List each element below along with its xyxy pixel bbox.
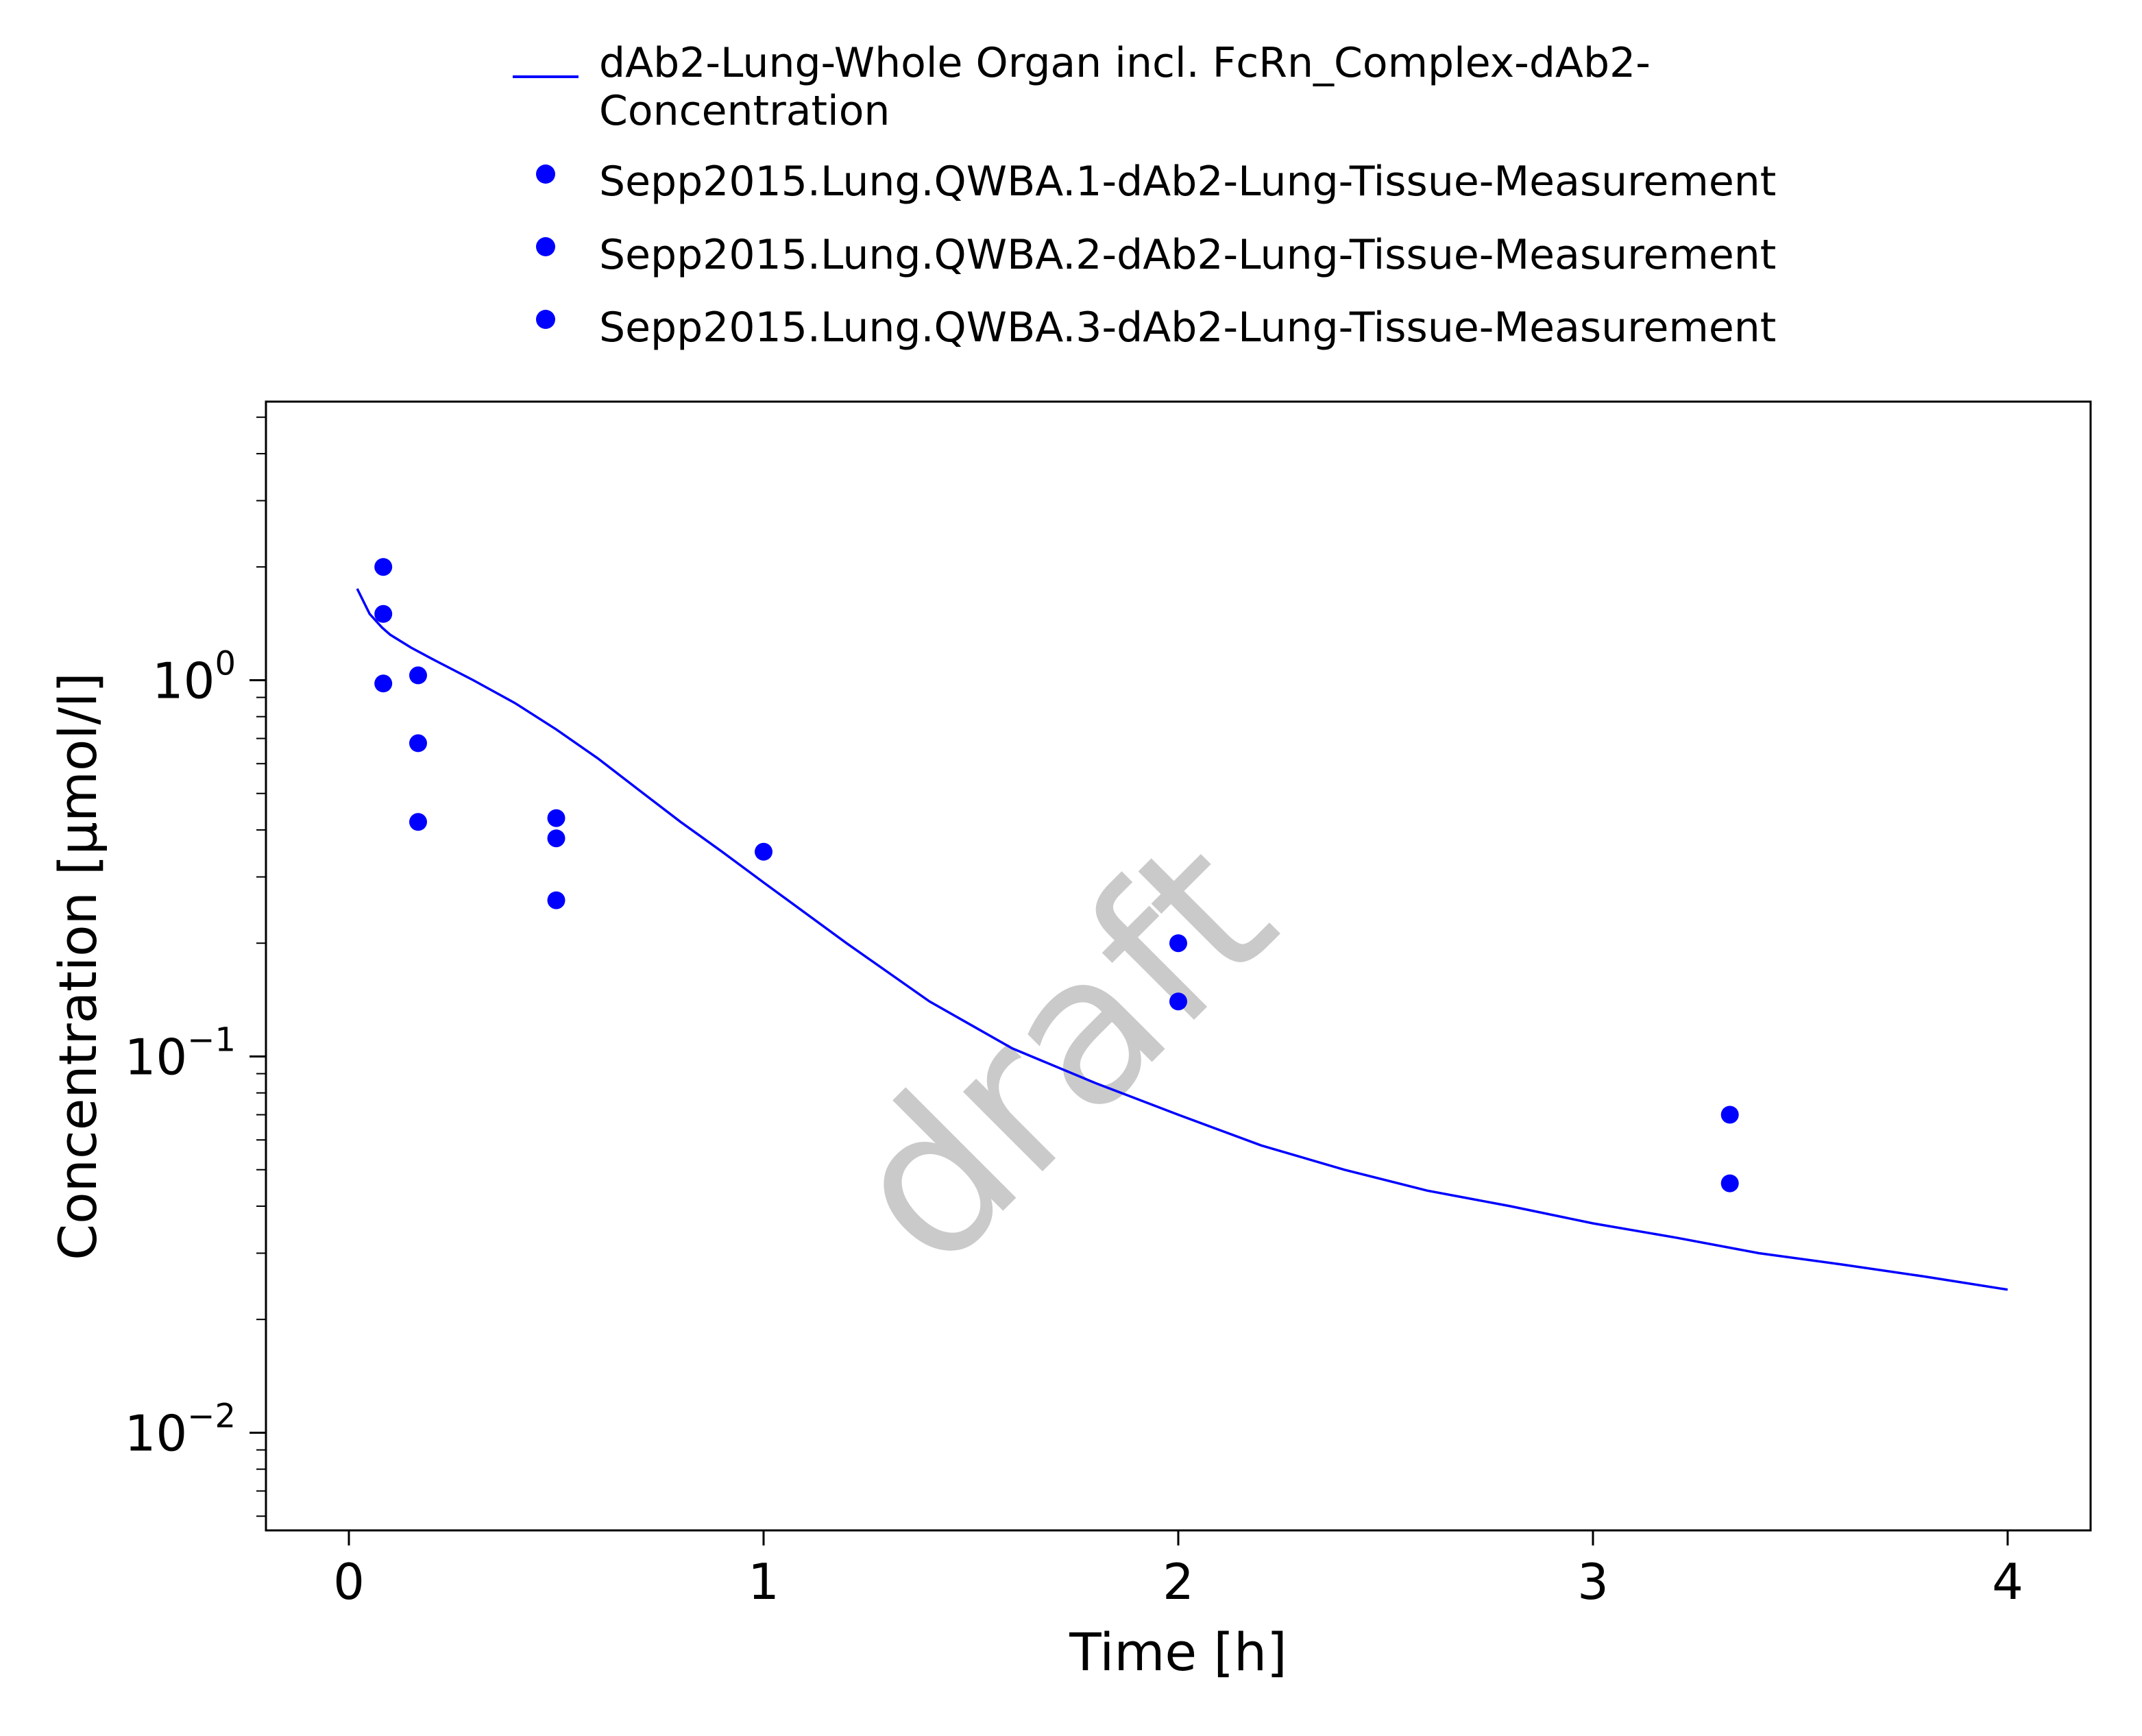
legend-marker-series-3 bbox=[536, 310, 555, 329]
data-point-series-2 bbox=[1720, 1174, 1739, 1193]
legend: dAb2-Lung-Whole Organ incl. FcRn_Complex… bbox=[513, 39, 1776, 352]
y-axis: 100 10−1 10−2 bbox=[125, 416, 266, 1517]
x-tick-label: 4 bbox=[1992, 1553, 2023, 1611]
data-point-series-3 bbox=[409, 813, 427, 831]
legend-label-series-0-line-1: dAb2-Lung-Whole Organ incl. FcRn_Complex… bbox=[599, 39, 1651, 87]
x-axis: 0 1 2 3 4 bbox=[333, 1530, 2023, 1611]
data-point-series-1 bbox=[374, 558, 393, 576]
legend-marker-series-2 bbox=[536, 237, 555, 256]
x-tick-label: 3 bbox=[1577, 1553, 1609, 1611]
y-tick-label: 10−2 bbox=[125, 1397, 236, 1462]
legend-label-series-0-line-2: Concentration bbox=[599, 87, 890, 135]
y-tick-label: 100 bbox=[152, 644, 236, 709]
legend-marker-series-1 bbox=[536, 164, 555, 184]
data-point-series-2 bbox=[1169, 992, 1187, 1011]
data-point-series-2 bbox=[547, 829, 565, 848]
y-axis-label: Concentration [µmol/l] bbox=[47, 672, 108, 1260]
watermark-draft: draft bbox=[802, 795, 1318, 1311]
x-tick-label: 1 bbox=[748, 1553, 779, 1611]
data-point-series-1 bbox=[1169, 934, 1187, 953]
series-layer bbox=[356, 558, 2008, 1291]
data-point-series-2 bbox=[374, 604, 393, 623]
legend-label-series-2: Sepp2015.Lung.QWBA.2-dAb2-Lung-Tissue-Me… bbox=[599, 231, 1776, 279]
data-point-series-2 bbox=[409, 734, 427, 753]
series-line-0 bbox=[356, 588, 2008, 1291]
legend-label-series-1: Sepp2015.Lung.QWBA.1-dAb2-Lung-Tissue-Me… bbox=[599, 158, 1776, 206]
x-tick-label: 2 bbox=[1163, 1553, 1194, 1611]
legend-label-series-3: Sepp2015.Lung.QWBA.3-dAb2-Lung-Tissue-Me… bbox=[599, 304, 1776, 352]
x-tick-label: 0 bbox=[333, 1553, 365, 1611]
y-tick-label: 10−1 bbox=[125, 1020, 236, 1086]
data-point-series-1 bbox=[1720, 1105, 1739, 1124]
x-axis-label: Time [h] bbox=[1069, 1622, 1287, 1683]
data-point-series-3 bbox=[374, 674, 393, 693]
data-point-series-1 bbox=[547, 809, 565, 827]
data-point-series-1 bbox=[409, 666, 427, 685]
data-point-series-3 bbox=[547, 891, 565, 909]
data-point-series-1 bbox=[755, 842, 772, 861]
